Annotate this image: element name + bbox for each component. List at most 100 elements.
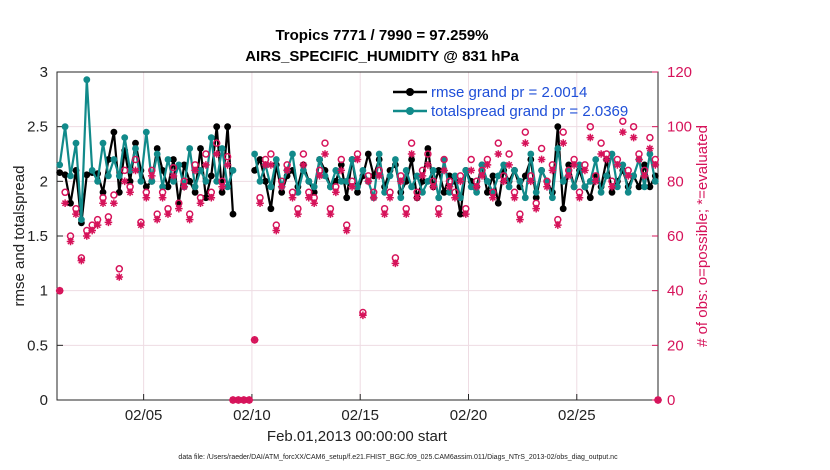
obs-evaluated-point [110, 199, 118, 207]
obs-evaluated-point [142, 193, 151, 202]
obs-evaluated-point [413, 193, 421, 202]
rmse-point [646, 183, 654, 191]
rmse-point [67, 199, 74, 207]
obs-evaluated-point [202, 161, 210, 169]
spread-point [213, 177, 221, 185]
spread-point [202, 177, 210, 185]
rmse-point [494, 199, 502, 207]
spread-point [592, 156, 600, 163]
obs-evaluated-point [586, 133, 595, 142]
obs-evaluated-point [288, 193, 297, 202]
rmse-point [218, 188, 226, 196]
obs-possible-point [646, 133, 654, 142]
x-tick-labels: 02/05 02/10 02/15 02/20 02/25 [125, 407, 596, 424]
obs-evaluated-point [646, 144, 654, 153]
obs-evaluated-point [153, 215, 161, 224]
obs-evaluated-point [359, 311, 367, 320]
spread-point [500, 161, 508, 169]
obs-evaluated-point [575, 193, 584, 202]
rmse-point [99, 188, 107, 196]
spread-point [300, 167, 307, 174]
spread-point [164, 156, 172, 163]
spread-point [549, 194, 556, 202]
y-tick-label: 1.5 [27, 228, 48, 245]
rmse-point [565, 161, 573, 169]
spread-point [641, 183, 648, 191]
obs-evaluated-point [624, 172, 633, 180]
y2-tick-label: 120 [667, 64, 692, 81]
spread-point [408, 183, 415, 191]
obs-evaluated-point [55, 286, 64, 295]
legend-spread-marker [406, 107, 414, 115]
obs-evaluated-point [180, 183, 189, 191]
spread-point [142, 128, 150, 136]
obs-possible-point [586, 122, 595, 131]
obs-evaluated-point [489, 193, 497, 202]
obs-evaluated-point [310, 199, 318, 207]
obs-evaluated-point [77, 256, 86, 265]
spread-point [446, 188, 453, 196]
rmse-point [164, 183, 172, 191]
rmse-point [126, 177, 134, 185]
obs-evaluated-point [369, 193, 378, 202]
obs-possible-point [629, 122, 638, 131]
y-tick-labels: 0 0.5 1 1.5 2 2.5 3 [27, 64, 48, 409]
obs-evaluated-point [185, 215, 194, 224]
obs-evaluated-point [445, 183, 454, 191]
spread-point [159, 183, 167, 191]
obs-evaluated-point [218, 183, 226, 191]
rmse-point [213, 123, 221, 131]
y-tick-label: 1 [40, 283, 48, 300]
rmse-point [153, 145, 161, 152]
obs-evaluated-point [386, 193, 394, 202]
rmse-point [532, 194, 540, 202]
obs-evaluated-point [353, 155, 362, 164]
obs-possible-point [424, 150, 432, 158]
obs-evaluated-point [61, 199, 69, 207]
spread-point [132, 145, 139, 152]
spread-point [614, 183, 621, 191]
spread-point [56, 161, 64, 169]
rmse-point [142, 183, 150, 191]
obs-evaluated-point [147, 172, 156, 180]
obs-evaluated-point [521, 139, 530, 147]
obs-evaluated-point [543, 183, 551, 191]
spread-point [354, 183, 361, 191]
spread-point [305, 177, 313, 185]
spread-point [343, 177, 351, 185]
rmse-point [408, 156, 415, 163]
spread-point [327, 183, 334, 191]
y-tick-label: 2 [40, 173, 48, 190]
obs-evaluated-point [337, 166, 346, 175]
obs-possible-point [440, 155, 448, 164]
obs-evaluated-point [164, 210, 172, 218]
obs-evaluated-point [424, 161, 432, 169]
obs-possible-point [212, 139, 221, 147]
obs-evaluated-point [613, 161, 622, 169]
rmse-point [484, 188, 491, 196]
obs-possible-point [115, 265, 124, 273]
rmse-point [354, 188, 361, 196]
spread-point [310, 183, 318, 191]
obs-evaluated-point [126, 188, 134, 197]
spread-point [570, 183, 578, 191]
obs-evaluated-point [256, 199, 264, 207]
obs-evaluated-point [250, 336, 259, 344]
rmse-point [489, 172, 497, 180]
obs-evaluated-point [175, 204, 183, 213]
rmse-point [424, 145, 432, 152]
obs-possible-point [223, 152, 232, 161]
spread-point [61, 123, 69, 131]
spread-point [402, 167, 410, 174]
obs-possible-point [61, 188, 69, 197]
spread-point [462, 167, 470, 174]
spread-point [148, 177, 156, 185]
obs-evaluated-point [461, 210, 470, 218]
obs-possible-point [494, 139, 503, 147]
spread-point [272, 156, 280, 163]
spread-point [110, 156, 118, 163]
obs-evaluated-point [158, 193, 167, 202]
obs-evaluated-point [629, 133, 638, 142]
rmse-point [641, 161, 648, 169]
